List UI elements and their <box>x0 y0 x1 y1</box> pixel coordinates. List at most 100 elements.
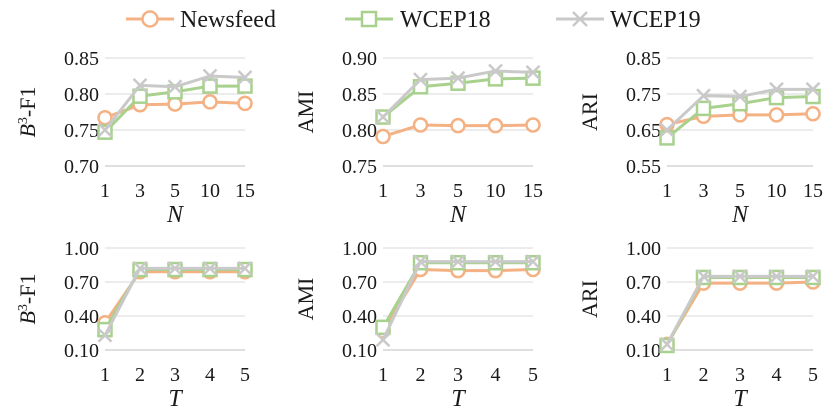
data-point-wcep19 <box>696 268 711 284</box>
data-point-wcep19 <box>97 122 113 138</box>
x-tick-label: 2 <box>135 364 145 386</box>
y-tick-label: 0.85 <box>342 84 377 106</box>
legend-marker-newsfeed <box>141 10 159 28</box>
data-point-wcep19 <box>413 72 428 87</box>
x-tick-label: 15 <box>235 180 255 202</box>
data-point-wcep18 <box>132 88 148 104</box>
data-point-wcep19 <box>237 70 253 85</box>
data-point-wcep19 <box>805 81 821 97</box>
data-point-wcep18 <box>97 124 113 140</box>
y-tick-label: 1.00 <box>626 238 661 260</box>
y-tick-label: 0.40 <box>626 306 661 328</box>
x-tick-label: 1 <box>662 364 672 386</box>
y-axis-label-main: ARI <box>577 93 602 131</box>
series-line-newsfeed <box>381 268 534 332</box>
x-axis-label: N <box>166 202 185 228</box>
x-tick-label: 3 <box>699 180 709 202</box>
y-tick-label: 0.80 <box>342 120 377 142</box>
y-tick-label: 0.75 <box>64 120 99 142</box>
x-tick-label: 2 <box>699 364 709 386</box>
y-tick-label: 0.70 <box>626 272 661 294</box>
data-point-wcep18 <box>202 78 218 94</box>
x-tick-label: 4 <box>772 364 782 386</box>
x-tick-label: 1 <box>378 364 388 386</box>
legend-label-newsfeed: Newsfeed <box>180 7 276 33</box>
y-axis-label: AMI <box>293 278 318 321</box>
y-tick-label: 0.65 <box>626 120 661 142</box>
series-line-newsfeed <box>665 280 814 346</box>
x-tick-label: 5 <box>808 364 818 386</box>
y-axis-label: ARI <box>577 280 602 318</box>
data-point-wcep19 <box>659 336 675 352</box>
x-tick-label: 5 <box>240 364 250 386</box>
data-point-newsfeed <box>375 128 391 145</box>
x-tick-label: 5 <box>170 180 180 202</box>
y-tick-label: 0.10 <box>342 340 377 362</box>
y-tick-label: 1.00 <box>342 238 377 260</box>
data-point-wcep19 <box>450 254 466 269</box>
data-point-wcep19 <box>488 63 503 79</box>
y-axis-label-main: B <box>15 311 40 324</box>
y-axis-label-suffix: -F1 <box>15 86 40 117</box>
y-tick-label: 0.70 <box>64 156 99 178</box>
chart-panel-6: 0.10 0.40 0.70 1.00 1 2 3 4 5 T ARI <box>577 238 821 412</box>
y-axis-label-main: AMI <box>293 278 318 321</box>
x-tick-label: 15 <box>803 180 823 202</box>
data-point-wcep19 <box>696 88 711 104</box>
x-tick-label: 10 <box>767 180 787 202</box>
y-tick-label: 0.85 <box>64 48 99 70</box>
data-point-wcep19 <box>132 77 148 93</box>
data-point-wcep18 <box>695 100 712 117</box>
x-tick-label: 4 <box>205 364 215 386</box>
data-point-wcep19 <box>769 268 784 284</box>
y-axis-label-main: AMI <box>293 91 318 134</box>
y-tick-label: 0.10 <box>64 340 99 362</box>
y-axis-label-main: B <box>15 124 40 137</box>
y-axis-label: B3-F1 <box>15 86 40 137</box>
x-tick-label: 5 <box>453 180 463 202</box>
data-point-wcep19 <box>525 65 541 80</box>
y-tick-label: 0.80 <box>64 84 99 106</box>
x-tick-label: 1 <box>100 364 110 386</box>
data-point-newsfeed <box>97 110 113 126</box>
data-point-newsfeed <box>768 107 785 123</box>
chart-panel-2: 0.75 0.80 0.85 0.90 1 3 5 10 15 N AMI <box>293 48 543 228</box>
y-axis-label: B3-F1 <box>15 273 40 324</box>
data-point-wcep19 <box>659 122 675 138</box>
y-axis-label: AMI <box>293 91 318 134</box>
data-point-wcep19 <box>202 261 218 276</box>
data-point-wcep19 <box>132 261 148 276</box>
y-axis-label-superscript: 3 <box>16 117 31 124</box>
data-point-wcep18 <box>237 78 253 94</box>
y-axis-label: ARI <box>577 93 602 131</box>
data-point-newsfeed <box>450 117 466 134</box>
data-point-newsfeed <box>525 117 541 133</box>
y-axis-label-suffix: -F1 <box>15 273 40 304</box>
x-tick-label: 2 <box>416 364 426 386</box>
data-point-wcep19 <box>805 268 821 284</box>
data-point-wcep19 <box>769 81 784 97</box>
data-point-wcep19 <box>488 254 503 269</box>
data-point-wcep19 <box>375 332 391 348</box>
legend-item-newsfeed: Newsfeed <box>126 7 276 33</box>
data-point-wcep19 <box>732 89 748 104</box>
x-tick-label: 3 <box>416 180 426 202</box>
y-tick-label: 0.70 <box>64 272 99 294</box>
data-point-newsfeed <box>805 106 821 122</box>
x-tick-label: 3 <box>135 180 145 202</box>
x-tick-label: 1 <box>662 180 672 202</box>
y-axis-label-main: ARI <box>577 280 602 318</box>
x-tick-label: 3 <box>170 364 180 386</box>
data-point-newsfeed <box>237 95 253 112</box>
data-point-wcep18 <box>805 88 821 105</box>
legend-marker-wcep18 <box>360 10 378 28</box>
data-point-wcep19 <box>450 70 466 86</box>
data-point-wcep19 <box>202 68 218 84</box>
x-tick-label: 5 <box>735 180 745 202</box>
x-tick-label: 3 <box>735 364 745 386</box>
y-axis-label-superscript: 3 <box>16 304 31 311</box>
y-tick-label: 0.40 <box>64 306 99 328</box>
data-point-wcep19 <box>97 327 113 343</box>
